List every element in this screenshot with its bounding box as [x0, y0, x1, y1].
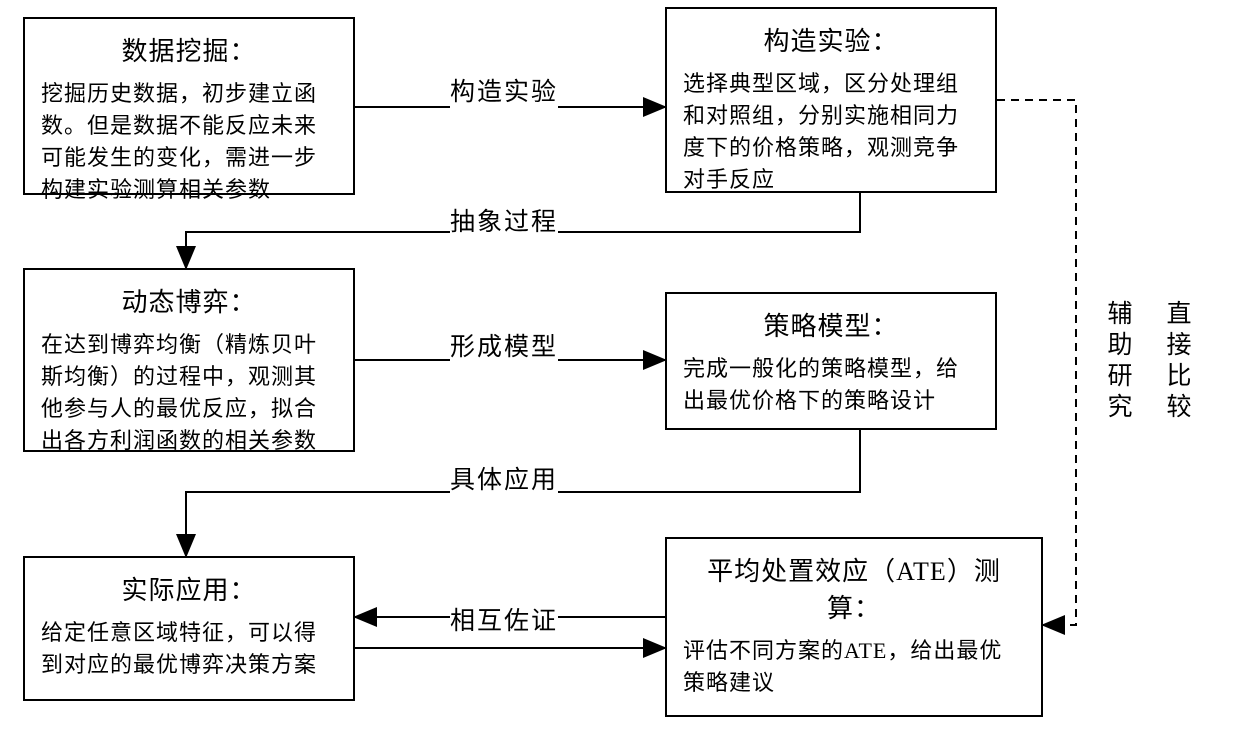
node-construct-experiment: 构造实验： 选择典型区域，区分处理组和对照组，分别实施相同力度下的价格策略，观测…: [665, 7, 997, 193]
node-body: 评估不同方案的ATE，给出最优策略建议: [683, 635, 1025, 699]
node-title: 策略模型：: [683, 306, 979, 343]
node-body: 给定任意区域特征，可以得到对应的最优博弈决策方案: [41, 617, 337, 681]
edge-label-construct: 构造实验: [450, 72, 558, 108]
node-title: 平均处置效应（ATE）测算：: [683, 551, 1025, 625]
vlabel-direct-compare: 直接比较: [1159, 300, 1194, 424]
node-body: 挖掘历史数据，初步建立函数。但是数据不能反应未来可能发生的变化，需进一步构建实验…: [41, 78, 337, 206]
edge-label-abstract: 抽象过程: [450, 202, 558, 238]
node-title: 动态博弈：: [41, 282, 337, 319]
edge-label-form-model: 形成模型: [450, 327, 558, 363]
node-data-mining: 数据挖掘： 挖掘历史数据，初步建立函数。但是数据不能反应未来可能发生的变化，需进…: [23, 17, 355, 195]
node-body: 在达到博弈均衡（精炼贝叶斯均衡）的过程中，观测其他参与人的最优反应，拟合出各方利…: [41, 329, 337, 457]
node-body: 完成一般化的策略模型，给出最优价格下的策略设计: [683, 353, 979, 417]
node-title: 实际应用：: [41, 570, 337, 607]
edge-label-application: 具体应用: [450, 460, 558, 496]
node-ate-calculation: 平均处置效应（ATE）测算： 评估不同方案的ATE，给出最优策略建议: [665, 537, 1043, 717]
node-strategy-model: 策略模型： 完成一般化的策略模型，给出最优价格下的策略设计: [665, 292, 997, 430]
node-title: 构造实验：: [683, 21, 979, 58]
node-practical-application: 实际应用： 给定任意区域特征，可以得到对应的最优博弈决策方案: [23, 556, 355, 701]
flowchart-container: 数据挖掘： 挖掘历史数据，初步建立函数。但是数据不能反应未来可能发生的变化，需进…: [0, 0, 1240, 737]
vlabel-auxiliary: 辅助研究: [1100, 300, 1135, 424]
node-title: 数据挖掘：: [41, 31, 337, 68]
node-body: 选择典型区域，区分处理组和对照组，分别实施相同力度下的价格策略，观测竞争对手反应: [683, 68, 979, 196]
node-dynamic-game: 动态博弈： 在达到博弈均衡（精炼贝叶斯均衡）的过程中，观测其他参与人的最优反应，…: [23, 268, 355, 452]
edge-label-corroborate: 相互佐证: [450, 601, 558, 637]
